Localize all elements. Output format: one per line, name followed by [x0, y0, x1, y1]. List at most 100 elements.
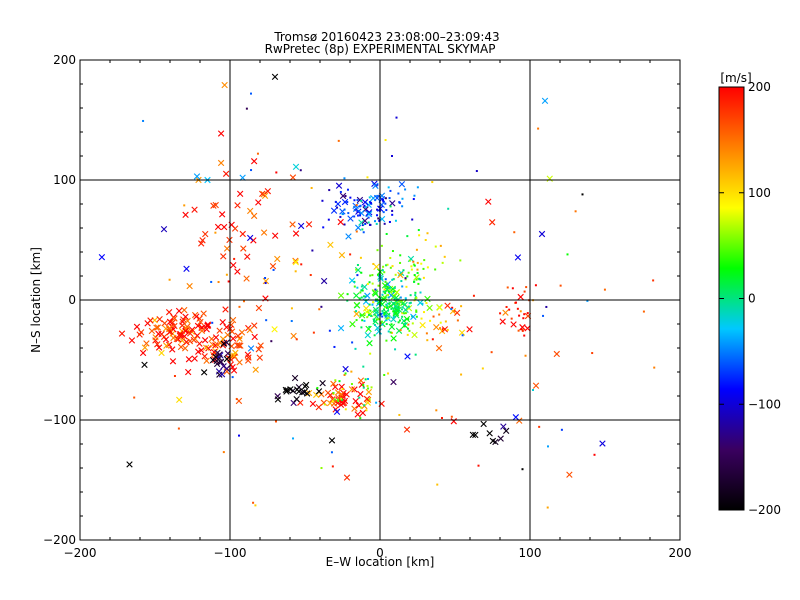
data-point-dot: [360, 406, 363, 409]
data-point-cross: [410, 313, 417, 320]
data-point-cross: [319, 379, 326, 387]
data-point-dot: [385, 232, 388, 235]
data-point-dot: [420, 317, 423, 320]
data-point-cross: [411, 331, 418, 339]
data-point-dot: [367, 387, 370, 390]
data-point-cross: [185, 368, 192, 376]
data-point-dot: [441, 261, 444, 264]
data-point-dot: [312, 331, 315, 334]
data-point-dot: [351, 341, 354, 344]
data-point-dot: [376, 311, 379, 314]
x-tick-label: 200: [669, 546, 692, 560]
data-point-cross: [269, 262, 277, 270]
data-point-cross: [218, 371, 226, 378]
data-point-cross: [472, 431, 479, 439]
data-point-cross: [223, 368, 230, 375]
data-point-cross: [216, 327, 223, 334]
data-point-cross: [361, 199, 369, 206]
data-point-dot: [382, 211, 385, 214]
data-point-dot: [375, 401, 378, 404]
data-point-dot: [173, 375, 176, 378]
data-point-cross: [214, 223, 222, 231]
y-axis-label: N–S location [km]: [29, 247, 43, 353]
data-point-dot: [364, 206, 367, 209]
data-point-cross: [390, 300, 397, 308]
data-point-dot: [391, 209, 394, 212]
data-point-cross: [541, 97, 549, 104]
data-point-dot: [510, 317, 513, 320]
data-point-dot: [400, 308, 403, 311]
data-point-cross: [200, 310, 207, 317]
data-point-cross: [261, 192, 269, 200]
data-point-cross: [169, 346, 176, 353]
data-point-dot: [300, 263, 303, 266]
data-point-dot: [390, 307, 393, 310]
chart-subtitle: RwPretec (8p) EXPERIMENTAL SKYMAP: [265, 42, 496, 56]
data-point-dot: [320, 305, 323, 308]
data-point-cross: [259, 190, 266, 198]
data-point-cross: [337, 218, 344, 226]
data-point-dot: [369, 309, 372, 312]
data-point-cross: [154, 324, 162, 331]
data-point-dot: [603, 288, 606, 291]
data-point-cross: [250, 158, 258, 165]
data-point-cross: [231, 352, 238, 359]
data-point-dot: [499, 312, 502, 315]
data-point-dot: [384, 197, 387, 200]
data-point-dot: [407, 271, 410, 274]
data-point-dot: [546, 506, 549, 509]
data-point-cross: [499, 318, 506, 325]
data-point-dot: [387, 316, 390, 319]
data-point-cross: [390, 335, 397, 342]
data-point-dot: [390, 331, 393, 334]
data-point-cross: [361, 217, 369, 225]
data-point-cross: [315, 403, 322, 411]
data-point-dot: [388, 220, 391, 223]
data-point-cross: [220, 253, 227, 260]
data-point-cross: [393, 289, 401, 296]
data-point-cross: [229, 316, 237, 324]
data-point-cross: [264, 187, 272, 195]
data-point-dot: [385, 306, 388, 309]
data-point-dot: [401, 312, 404, 315]
data-point-dot: [328, 189, 331, 192]
data-point-dot: [385, 264, 388, 267]
data-point-dot: [431, 338, 434, 341]
data-point-dot: [333, 398, 336, 401]
data-point-dot: [377, 318, 380, 321]
data-point-dot: [513, 231, 516, 234]
data-point-dot: [398, 413, 401, 416]
colorbar-tick-label: −100: [748, 397, 781, 411]
data-point-dot: [417, 282, 420, 285]
data-point-dot: [416, 186, 419, 189]
data-point-cross: [284, 387, 291, 394]
data-point-cross: [375, 328, 383, 335]
data-point-cross: [371, 289, 378, 296]
data-point-cross: [256, 354, 263, 361]
data-point-cross: [160, 226, 168, 233]
data-point-dot: [391, 278, 394, 281]
data-point-dot: [406, 275, 409, 278]
data-point-dot: [353, 199, 356, 202]
data-point-dot: [515, 301, 518, 304]
data-point-dot: [460, 373, 463, 376]
data-point-dot: [423, 259, 426, 262]
data-point-dot: [392, 278, 395, 281]
data-point-cross: [380, 296, 388, 303]
data-point-cross: [194, 322, 202, 330]
data-point-cross: [177, 330, 184, 338]
data-point-dot: [591, 352, 594, 355]
data-point-cross: [553, 350, 560, 358]
data-point-cross: [366, 340, 373, 347]
data-point-cross: [480, 420, 487, 428]
data-point-cross: [342, 365, 349, 373]
data-point-dot: [211, 321, 214, 324]
data-point-dot: [323, 403, 326, 406]
data-point-cross: [335, 395, 343, 402]
data-point-dot: [370, 386, 373, 389]
data-point-cross: [292, 230, 300, 237]
data-point-dot: [401, 285, 404, 288]
data-point-dot: [355, 319, 358, 322]
data-point-dot: [374, 288, 377, 291]
data-point-dot: [350, 383, 353, 386]
